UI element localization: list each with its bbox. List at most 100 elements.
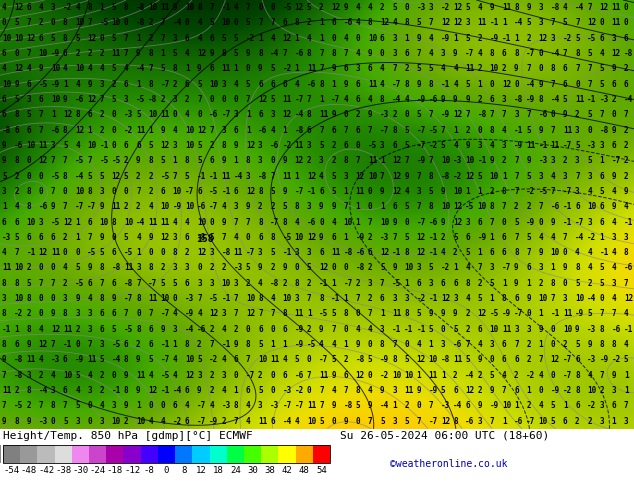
- Text: 4: 4: [331, 340, 336, 349]
- Text: 0: 0: [246, 325, 250, 334]
- Text: 6: 6: [282, 80, 287, 89]
- Text: 8: 8: [136, 325, 141, 334]
- Text: 3: 3: [612, 233, 616, 242]
- Text: 9: 9: [575, 325, 579, 334]
- Text: 0: 0: [599, 19, 604, 27]
- Text: 8: 8: [404, 19, 409, 27]
- Text: 8: 8: [87, 3, 92, 12]
- Text: 4: 4: [612, 264, 616, 272]
- Text: 12: 12: [282, 34, 292, 43]
- Text: -9: -9: [526, 218, 536, 226]
- Text: 9: 9: [2, 355, 6, 365]
- Text: 5: 5: [331, 355, 336, 365]
- Text: 0: 0: [551, 340, 555, 349]
- Text: 3: 3: [197, 370, 202, 380]
- Text: 2: 2: [307, 19, 311, 27]
- Text: 0: 0: [39, 172, 43, 181]
- Text: 10: 10: [380, 218, 389, 226]
- Text: 6: 6: [258, 110, 262, 120]
- Text: 9: 9: [612, 172, 616, 181]
- Text: 10: 10: [14, 264, 23, 272]
- Text: 6: 6: [356, 95, 360, 104]
- Text: 9: 9: [465, 141, 470, 150]
- Text: 9: 9: [282, 156, 287, 165]
- Text: 5: 5: [246, 264, 250, 272]
- Text: 8: 8: [295, 202, 299, 211]
- Text: 10: 10: [502, 401, 511, 410]
- Text: 4: 4: [563, 3, 567, 12]
- Text: 5: 5: [429, 64, 434, 74]
- Text: 4: 4: [477, 49, 482, 58]
- Text: 11: 11: [612, 19, 621, 27]
- Text: 0: 0: [331, 416, 336, 426]
- Text: 10: 10: [209, 80, 219, 89]
- Text: 8: 8: [63, 172, 68, 181]
- Text: 9: 9: [258, 264, 262, 272]
- Text: -5: -5: [319, 309, 328, 318]
- Text: 1: 1: [514, 401, 519, 410]
- Text: 4: 4: [51, 370, 55, 380]
- Text: 0: 0: [344, 110, 348, 120]
- Text: 11: 11: [612, 3, 621, 12]
- Text: -5: -5: [39, 80, 48, 89]
- Text: -2: -2: [63, 3, 72, 12]
- Text: 1: 1: [453, 34, 458, 43]
- Text: 3: 3: [51, 141, 55, 150]
- Text: 5: 5: [489, 370, 495, 380]
- Text: 6: 6: [489, 248, 495, 257]
- Text: 6: 6: [234, 187, 238, 196]
- Text: 2: 2: [380, 3, 385, 12]
- Text: 8: 8: [392, 355, 397, 365]
- Text: 1: 1: [502, 416, 507, 426]
- Text: 5: 5: [160, 156, 165, 165]
- Text: 12: 12: [612, 49, 621, 58]
- Text: -7: -7: [392, 80, 401, 89]
- Text: 9: 9: [331, 64, 336, 74]
- Text: 3: 3: [441, 340, 446, 349]
- Text: 10: 10: [221, 279, 231, 288]
- Text: 5: 5: [197, 141, 202, 150]
- Text: 12: 12: [209, 309, 219, 318]
- Text: 6: 6: [234, 355, 238, 365]
- Text: 7: 7: [392, 340, 397, 349]
- Text: 9: 9: [124, 401, 129, 410]
- Text: 2: 2: [624, 172, 628, 181]
- Text: 6: 6: [417, 279, 421, 288]
- Text: 10: 10: [87, 141, 96, 150]
- Text: 10: 10: [2, 80, 11, 89]
- Text: -4: -4: [172, 19, 182, 27]
- Text: 5: 5: [75, 264, 80, 272]
- Text: 4: 4: [624, 340, 628, 349]
- Text: 0: 0: [587, 125, 592, 135]
- Text: 9: 9: [538, 125, 543, 135]
- Text: 6: 6: [87, 110, 92, 120]
- Text: 5: 5: [551, 401, 555, 410]
- Text: 0: 0: [112, 233, 117, 242]
- Text: 12: 12: [319, 264, 328, 272]
- Text: 4: 4: [331, 386, 336, 395]
- Text: 8: 8: [258, 49, 262, 58]
- Text: 3: 3: [514, 110, 519, 120]
- Text: 0: 0: [124, 19, 129, 27]
- Text: -6: -6: [14, 141, 23, 150]
- Text: 5: 5: [465, 34, 470, 43]
- Text: -7: -7: [185, 187, 194, 196]
- Text: 12: 12: [465, 386, 475, 395]
- Text: 3: 3: [100, 340, 104, 349]
- Text: 5: 5: [160, 64, 165, 74]
- Text: 2: 2: [100, 370, 104, 380]
- Text: 3: 3: [112, 401, 117, 410]
- Text: 5: 5: [587, 49, 592, 58]
- Text: -4: -4: [624, 95, 633, 104]
- Bar: [261, 445, 278, 464]
- Text: 2: 2: [307, 279, 311, 288]
- Text: 4: 4: [368, 3, 372, 12]
- Text: 9: 9: [319, 233, 323, 242]
- Text: 9: 9: [136, 156, 141, 165]
- Text: 0: 0: [112, 370, 117, 380]
- Text: 2: 2: [489, 187, 495, 196]
- Text: 3: 3: [551, 156, 555, 165]
- Text: 7: 7: [429, 110, 434, 120]
- Text: -9: -9: [599, 355, 609, 365]
- Text: 12: 12: [380, 19, 389, 27]
